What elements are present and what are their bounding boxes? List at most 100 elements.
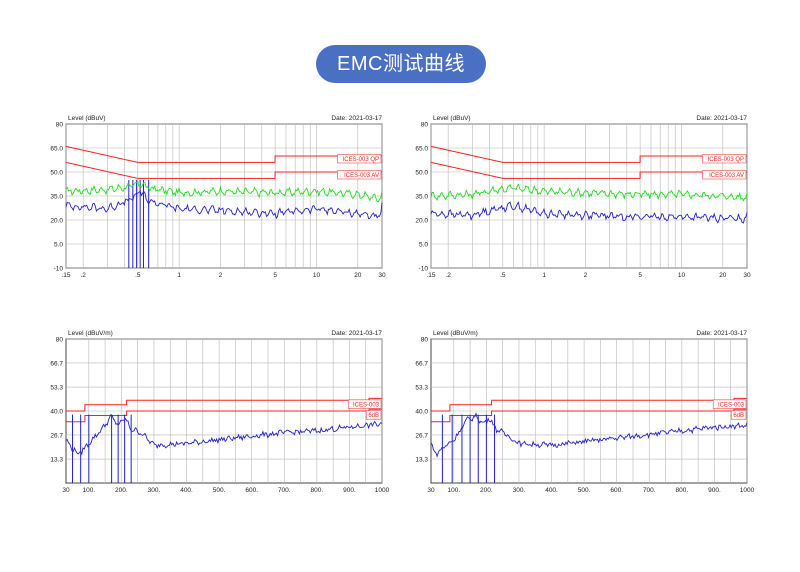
x-tick-label: 20	[354, 272, 362, 279]
y-tick-label: 13.3	[50, 457, 63, 464]
chart-radiated-1: 13.3 26.7 40.0 53.3 66.7 80 30 100. 200. 300. 400.…	[30, 325, 390, 500]
limit-label-box	[347, 399, 382, 409]
y-tick-label: 5.0	[419, 242, 428, 249]
chart-radiated-2: 13.3 26.7 40.0 53.3 66.7 80 30 100. 200. 300. 400.…	[395, 325, 755, 500]
y-tick-label: 20.0	[50, 218, 63, 225]
limit-label-box	[337, 154, 382, 164]
y-tick-label: 5.0	[54, 242, 63, 249]
y-tick-label: 80	[56, 337, 64, 344]
x-tick-label: 900.	[708, 487, 721, 494]
y-axis-label: Level (dBuV/m)	[433, 330, 478, 337]
x-tick-label: .15	[426, 272, 435, 279]
x-tick-label: 600.	[245, 487, 258, 494]
x-tick-label: 400.	[545, 487, 558, 494]
y-tick-label: 35.0	[50, 194, 63, 201]
y-tick-label: 80	[421, 122, 429, 129]
x-tick-label: 800.	[676, 487, 689, 494]
limit-label-box	[712, 399, 747, 409]
x-tick-label: 900.	[343, 487, 356, 494]
x-tick-label: .5	[500, 272, 506, 279]
y-tick-label: 26.7	[50, 432, 63, 439]
x-tick-label: 300.	[148, 487, 161, 494]
limit-line	[65, 161, 382, 179]
limit-label-box	[702, 154, 747, 164]
limit-line	[431, 408, 747, 423]
x-tick-label: 500.	[213, 487, 226, 494]
limit-line	[66, 408, 382, 423]
x-tick-label: 1000	[375, 487, 390, 494]
y-tick-label: -10	[419, 266, 429, 273]
x-tick-label: 10	[678, 272, 686, 279]
series-line-blue	[430, 411, 748, 458]
x-tick-label: 600.	[610, 487, 623, 494]
limit-label-box	[730, 410, 747, 420]
x-tick-label: 100.	[82, 487, 95, 494]
y-tick-label: 53.3	[415, 385, 428, 392]
y-tick-label: 65.0	[415, 146, 428, 153]
x-tick-label: 300.	[513, 487, 526, 494]
x-tick-label: 30	[378, 272, 386, 279]
x-tick-label: .2	[445, 272, 451, 279]
limit-label-box	[365, 410, 382, 420]
x-tick-label: .2	[80, 272, 86, 279]
y-tick-label: 35.0	[415, 194, 428, 201]
chart-date: Date: 2021-03-17	[331, 330, 382, 337]
series-line-blue	[430, 201, 748, 224]
chart-date: Date: 2021-03-17	[331, 115, 382, 122]
y-tick-label: 13.3	[415, 457, 428, 464]
x-tick-label: 400.	[180, 487, 193, 494]
x-tick-label: 20	[719, 272, 727, 279]
chart-conducted-1: -10 5.0 20.0 35.0 50.0 65.0 80 .15 .2 .5 1 2 5 10 20 30…	[30, 110, 390, 285]
y-tick-label: 66.7	[50, 360, 63, 367]
x-tick-label: 200.	[480, 487, 493, 494]
series-line-blue	[65, 413, 383, 456]
x-tick-label: 1000	[740, 487, 755, 494]
x-tick-label: 100.	[447, 487, 460, 494]
limit-label-box	[702, 170, 747, 180]
x-tick-label: 10	[313, 272, 321, 279]
limit-label: 6dB	[733, 413, 744, 419]
x-tick-label: .5	[135, 272, 141, 279]
x-tick-label: 5	[638, 272, 642, 279]
limit-label: ICES-003	[353, 402, 380, 408]
y-tick-label: 50.0	[415, 170, 428, 177]
x-tick-label: 5	[273, 272, 277, 279]
limit-line	[430, 161, 747, 179]
y-tick-label: 50.0	[50, 170, 63, 177]
limit-line	[65, 145, 382, 163]
x-tick-label: 1	[542, 272, 546, 279]
x-tick-label: 800.	[311, 487, 324, 494]
y-tick-label: 40.0	[415, 409, 428, 416]
series-line-green	[65, 180, 383, 203]
y-tick-label: 20.0	[415, 218, 428, 225]
x-tick-label: 1	[177, 272, 181, 279]
limit-label: ICES-003	[718, 402, 745, 408]
x-tick-label: 2	[584, 272, 588, 279]
x-tick-label: 30	[427, 487, 435, 494]
x-tick-label: 700.	[643, 487, 656, 494]
series-line-green	[430, 183, 748, 202]
y-tick-label: 80	[56, 122, 64, 129]
limit-label: ICES-003 QP	[708, 157, 744, 163]
y-axis-label: Level (dBuV)	[68, 115, 106, 122]
x-tick-label: 700.	[278, 487, 291, 494]
limit-label: 6dB	[368, 413, 379, 419]
y-tick-label: 53.3	[50, 385, 63, 392]
limit-label: ICES-003 AV	[709, 173, 744, 179]
limit-label: ICES-003 QP	[343, 157, 379, 163]
x-tick-label: 2	[219, 272, 223, 279]
y-axis-label: Level (dBuV)	[433, 115, 471, 122]
chart-date: Date: 2021-03-17	[696, 330, 747, 337]
y-tick-label: 26.7	[415, 432, 428, 439]
x-tick-label: 200.	[115, 487, 128, 494]
limit-label: ICES-003 AV	[344, 173, 379, 179]
x-tick-label: 500.	[578, 487, 591, 494]
chart-date: Date: 2021-03-17	[696, 115, 747, 122]
x-tick-label: 30	[62, 487, 70, 494]
y-tick-label: 65.0	[50, 146, 63, 153]
y-tick-label: -10	[54, 266, 64, 273]
limit-line	[430, 145, 747, 163]
limit-line	[66, 397, 382, 412]
y-tick-label: 66.7	[415, 360, 428, 367]
y-axis-label: Level (dBuV/m)	[68, 330, 113, 337]
